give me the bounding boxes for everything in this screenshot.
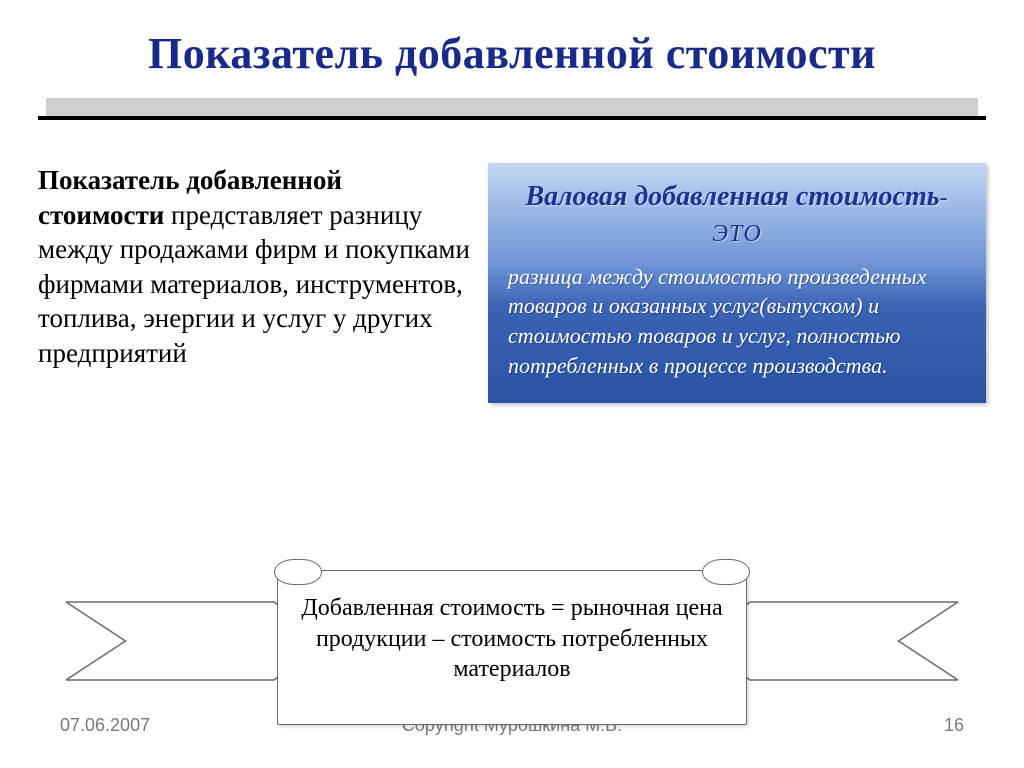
content-row: Показатель добавленной стоимости предста…	[0, 163, 1024, 403]
page-title: Показатель добавленной стоимости	[0, 0, 1024, 89]
card-title: Валовая добавленная стоимость- это	[508, 179, 966, 252]
card-title-main: Валовая добавленная стоимость	[525, 181, 939, 212]
divider-rule	[38, 116, 986, 120]
formula-scroll: Добавленная стоимость = рыночная цена пр…	[277, 570, 747, 725]
formula-text: Добавленная стоимость = рыночная цена пр…	[296, 593, 728, 685]
definition-paragraph: Показатель добавленной стоимости предста…	[38, 163, 488, 403]
formula-banner: Добавленная стоимость = рыночная цена пр…	[66, 566, 958, 716]
card-body: разница между стоимостью произведенных т…	[508, 262, 966, 381]
definition-card: Валовая добавленная стоимость- это разни…	[488, 163, 986, 403]
accent-bar	[46, 98, 978, 118]
